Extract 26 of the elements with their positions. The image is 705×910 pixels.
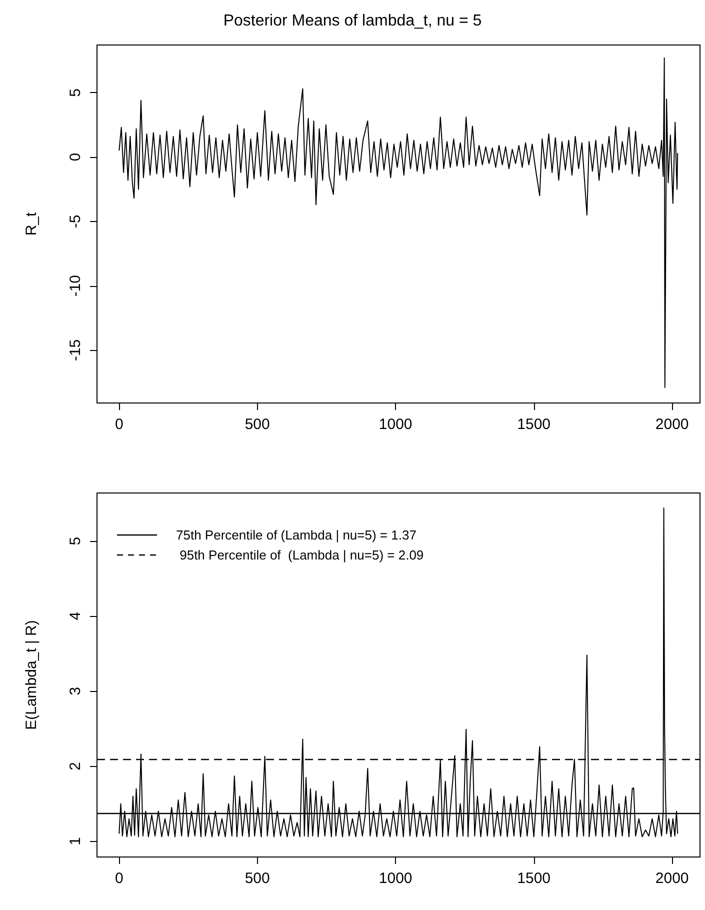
y-tick-label: 1	[67, 837, 84, 846]
y-tick-label: 3	[67, 686, 84, 696]
y-tick-label: 5	[67, 536, 84, 546]
x-tick-label: 500	[244, 870, 270, 887]
y-tick-label: 5	[67, 88, 84, 97]
y-tick-label: -15	[67, 339, 84, 362]
y-axis-title: R_t	[23, 211, 40, 236]
x-tick-label: 1000	[378, 416, 412, 433]
x-tick-label: 2000	[655, 870, 689, 887]
y-tick-label: 0	[67, 152, 84, 162]
x-tick-label: 500	[244, 416, 270, 433]
line-series	[118, 57, 678, 388]
y-tick-label: 4	[67, 612, 84, 620]
x-tick-label: 0	[114, 870, 124, 887]
legend-label: 75th Percentile of (Lambda | nu=5) = 1.37	[176, 528, 416, 542]
x-tick-label: 1000	[378, 870, 412, 887]
x-tick-label: 1500	[517, 416, 551, 433]
x-tick-label: 0	[114, 416, 124, 433]
y-tick-label: -5	[67, 214, 84, 228]
chart-title: Posterior Means of lambda_t, nu = 5	[223, 12, 482, 30]
y-tick-label: 2	[67, 762, 84, 770]
x-tick-label: 1500	[517, 870, 551, 887]
legend-label: 95th Percentile of (Lambda | nu=5) = 2.09	[176, 548, 424, 562]
y-axis-title: E(Lambda_t | R)	[23, 620, 40, 730]
y-tick-label: -10	[67, 274, 84, 297]
x-tick-label: 2000	[655, 416, 689, 433]
